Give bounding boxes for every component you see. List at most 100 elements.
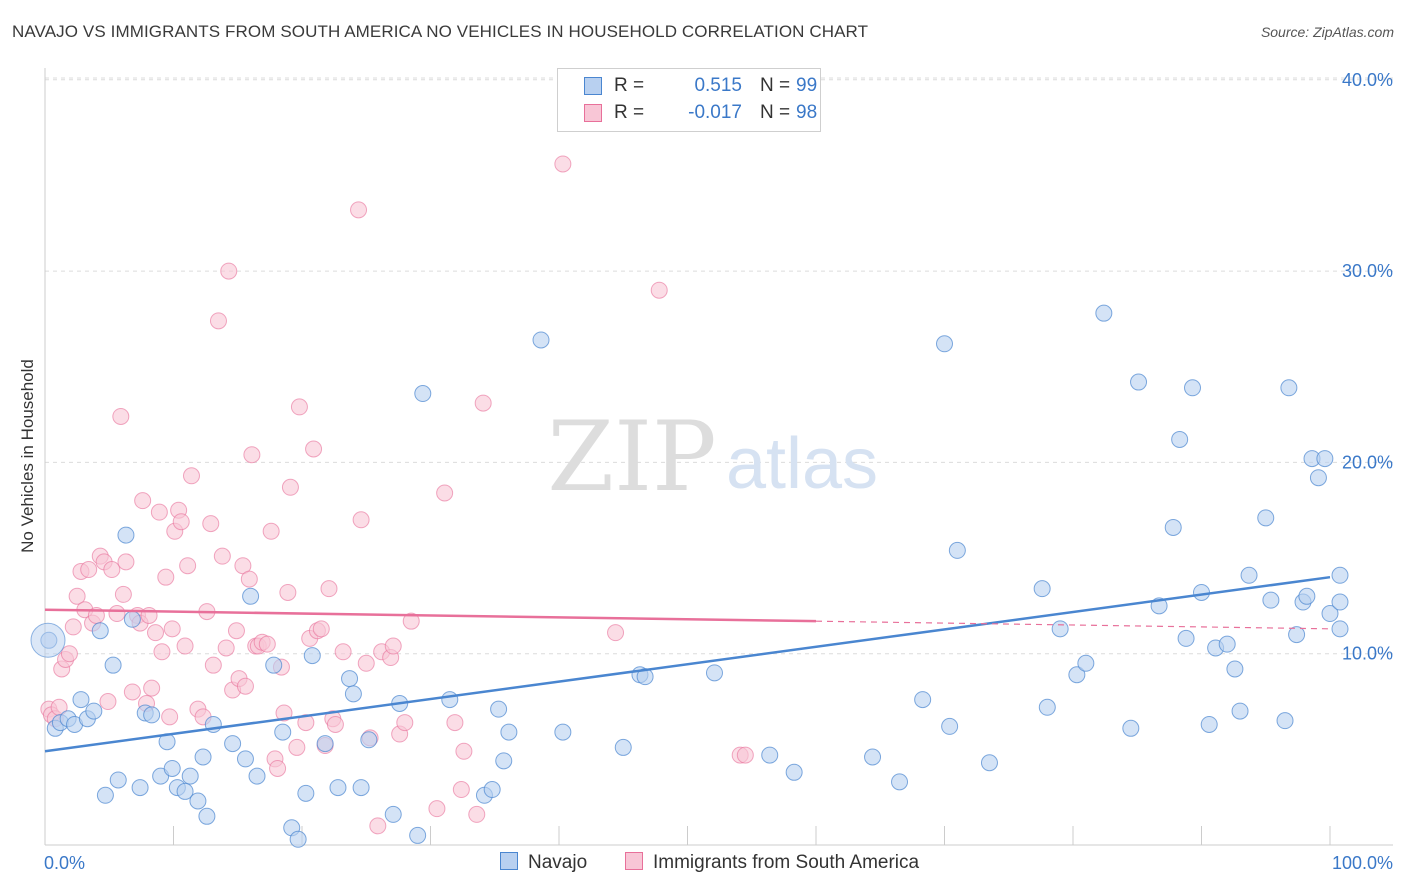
immigrants-point [357,654,375,672]
navajo-point [1331,566,1349,584]
navajo-point [614,738,632,756]
immigrants-point [369,817,387,835]
immigrants-legend-swatch [625,852,643,870]
r-label: R = [614,102,645,123]
navajo-point [785,763,803,781]
y-tick-label: 20.0% [1342,452,1393,472]
immigrants-point [468,805,486,823]
navajo-point [1122,719,1140,737]
navajo-point [891,773,909,791]
navajo-point [1288,626,1306,644]
navajo-trend-line [44,575,1331,753]
navajo-point [441,691,459,709]
navajo-point [636,668,654,686]
immigrants-trend-line-extension [815,620,1331,630]
immigrants-point [736,746,754,764]
immigrants-point [64,618,82,636]
navajo-point [1262,591,1280,609]
immigrants-point [240,570,258,588]
navajo-point [483,781,501,799]
navajo-point [936,335,953,353]
y-tick-label: 40.0% [1342,70,1393,90]
navajo-point [1038,698,1056,716]
navajo-point [329,779,347,797]
navajo-point [1240,566,1258,584]
immigrants-point [68,587,86,605]
navajo-point [1171,430,1189,448]
immigrants-point [140,606,158,624]
navajo-point [941,717,959,735]
immigrants-swatch [584,104,602,122]
immigrants-point [269,759,287,777]
navajo-point [1309,469,1327,487]
immigrants-point [114,585,132,603]
y-tick-label: 10.0% [1342,644,1393,664]
immigrants-point [134,492,152,510]
immigrants-point [650,281,668,299]
navajo-point [864,748,882,766]
navajo-point [1200,715,1218,733]
navajo-legend-label: Navajo [528,852,588,873]
navajo-point [194,748,212,766]
navajo-point [1130,373,1148,391]
immigrants-point [384,637,402,655]
navajo-point [384,805,402,823]
navajo-point [761,746,779,764]
navajo-point [1164,518,1182,536]
n-label: N = [760,75,791,96]
immigrants-point [275,704,293,722]
immigrants-point [288,738,306,756]
navajo-point [1077,654,1095,672]
navajo-point [500,723,518,741]
navajo-point [1051,620,1069,638]
immigrants-point [103,561,121,579]
navajo-point [131,779,149,797]
r-label: R = [614,75,645,96]
navajo-point [1068,666,1086,684]
correlation-legend: R = 0.515 N = 99 R = -0.017 N = 98 [557,68,821,132]
immigrants-point [320,580,338,598]
immigrants-point [297,714,315,732]
navajo-point [265,656,283,674]
immigrants-point [163,620,181,638]
navajo-point-large [30,622,66,658]
navajo-point [303,647,321,665]
immigrants-point [117,553,135,571]
navajo-point [1331,620,1349,638]
immigrants-point [202,515,220,533]
navajo-point [236,750,254,768]
immigrants-point [153,643,171,661]
navajo-n-value: 99 [796,75,818,96]
navajo-point [289,830,307,848]
navajo-point [1280,379,1298,397]
immigrants-point [334,643,352,661]
immigrants-point [350,201,368,219]
navajo-point [1218,635,1236,653]
immigrants-point [220,262,238,280]
x-tick-label: 0.0% [44,853,85,873]
navajo-point [980,754,998,772]
immigrants-point [179,557,197,575]
immigrants-point [157,568,175,586]
navajo-point [1226,660,1244,678]
immigrants-point [60,645,78,663]
navajo-point [490,700,508,718]
immigrants-point [312,620,330,638]
immigrants-point [281,478,299,496]
immigrants-point [236,677,254,695]
immigrants-point [428,800,446,818]
immigrants-point [204,656,222,674]
x-tick-label: 100.0% [1332,853,1393,873]
navajo-swatch [584,77,602,95]
navajo-point [181,767,199,785]
source-credit: Source: ZipAtlas.com [1260,24,1394,40]
navajo-point [85,702,103,720]
navajo-point [948,541,966,559]
navajo-point [297,784,315,802]
immigrants-point [123,683,141,701]
immigrants-point [182,467,200,485]
navajo-point [117,526,135,544]
navajo-point [189,792,207,810]
navajo-point [143,706,161,724]
